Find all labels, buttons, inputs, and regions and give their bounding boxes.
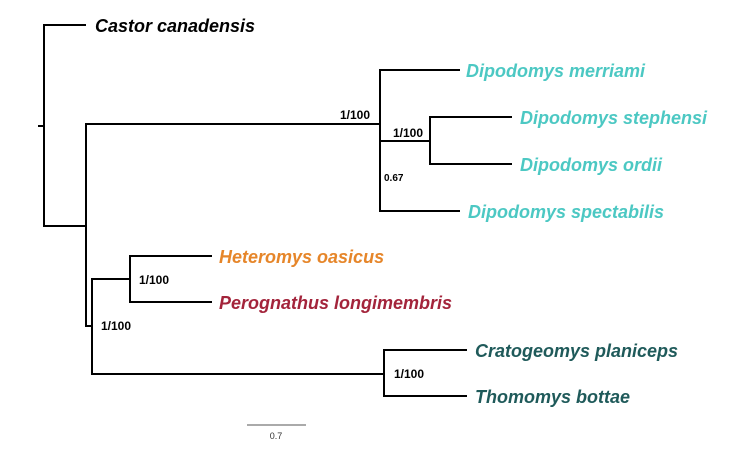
support-geomyidae: 1/100	[394, 367, 424, 381]
taxon-label-spectabilis: Dipodomys spectabilis	[468, 202, 664, 222]
support-dipodomys: 1/100	[340, 108, 370, 122]
taxon-label-heteromys: Heteromys oasicus	[219, 247, 384, 267]
taxon-label-castor: Castor canadensis	[95, 16, 255, 36]
taxon-label-thomomys: Thomomys bottae	[475, 387, 630, 407]
support-stephensi-ordii: 1/100	[393, 126, 423, 140]
taxon-label-cratogeomys: Cratogeomys planiceps	[475, 341, 678, 361]
taxon-label-merriami: Dipodomys merriami	[466, 61, 646, 81]
scale-bar-label: 0.7	[270, 431, 283, 441]
taxon-label-perognathus: Perognathus longimembris	[219, 293, 452, 313]
taxon-label-ordii: Dipodomys ordii	[520, 155, 663, 175]
support-heteromyidae-geomyidae: 1/100	[101, 319, 131, 333]
support-heteromys-perognathus: 1/100	[139, 273, 169, 287]
taxon-label-stephensi: Dipodomys stephensi	[520, 108, 708, 128]
support-ordii-spectabilis: 0.67	[384, 173, 404, 184]
